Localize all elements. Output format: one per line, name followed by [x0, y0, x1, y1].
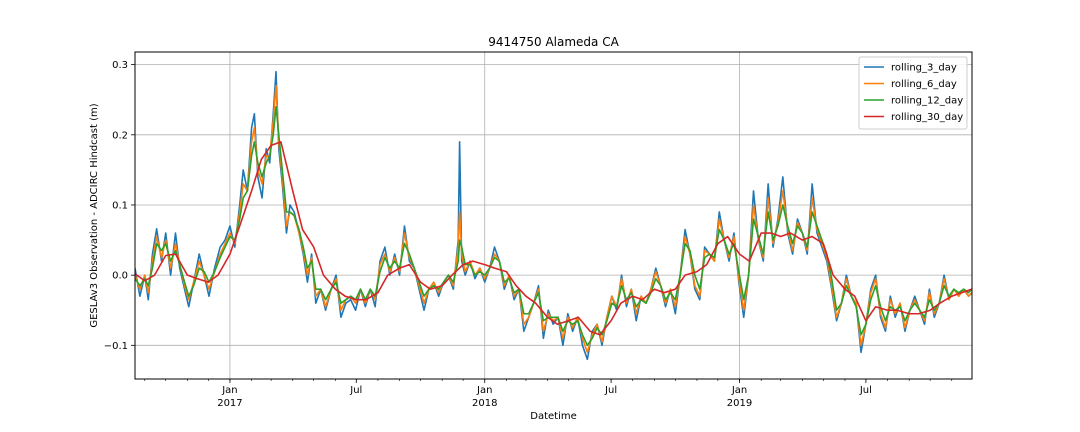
y-tick-label: 0.3 — [112, 60, 128, 71]
x-tick-year-label: 2018 — [472, 398, 497, 409]
plot-frame — [134, 51, 973, 380]
chart-title: 9414750 Alameda CA — [488, 35, 619, 49]
y-axis-label: GESLAv3 Observation - ADCIRC Hindcast (m… — [89, 103, 100, 327]
legend-label: rolling_3_day — [891, 63, 957, 74]
x-tick-label: Jul — [349, 385, 362, 396]
grid — [135, 52, 972, 379]
x-tick-label: Jan — [221, 385, 237, 396]
y-tick-label: −0.1 — [104, 341, 128, 352]
legend-box — [858, 56, 968, 130]
legend-label: rolling_6_day — [891, 79, 957, 90]
x-tick-label: Jul — [604, 385, 617, 396]
series-layer — [135, 70, 972, 361]
x-axis-label: Datetime — [530, 411, 577, 422]
series-line-rolling-30-day — [135, 141, 972, 336]
axes: −0.1 0.0 0.1 0.2 0.3 Jan 2017 Jul Jan 2018 Jul Jan 2… — [104, 60, 953, 409]
x-tick-year-label: 2019 — [727, 398, 752, 409]
y-tick-label: 0.0 — [112, 271, 128, 282]
legend: rolling_3_day rolling_6_day rolling_12_day… — [858, 56, 968, 130]
y-tick-label: 0.2 — [112, 130, 128, 141]
x-tick-year-label: 2017 — [217, 398, 242, 409]
legend-label: rolling_12_day — [891, 96, 963, 107]
x-tick-label: Jan — [731, 385, 747, 396]
series-line-rolling-6-day — [135, 84, 972, 354]
legend-label: rolling_30_day — [891, 112, 963, 123]
y-tick-label: 0.1 — [112, 200, 128, 211]
x-tick-label: Jul — [859, 385, 872, 396]
x-tick-label: Jan — [476, 385, 492, 396]
